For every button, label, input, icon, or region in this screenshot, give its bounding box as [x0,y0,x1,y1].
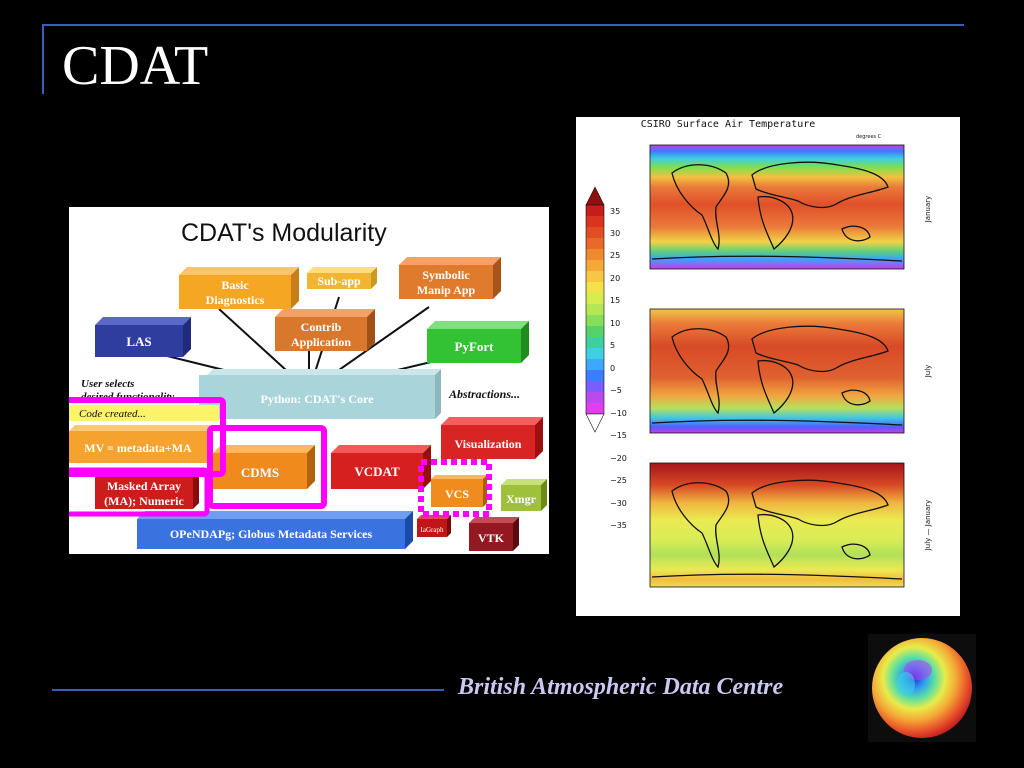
highlight-masked [69,467,210,517]
code-created-label: Code created... [79,408,146,420]
iagraph-label: IaGraph [421,526,444,534]
masked-array-box: Masked Array (MA); Numeric [95,471,199,509]
xmgr-box: Xmgr [501,479,547,511]
panel-label-january: January [924,196,932,224]
las-box: LAS [95,317,191,357]
globe-logo [868,634,976,742]
sub-app-box: Sub-app [307,267,377,289]
magenta-highlights [69,397,492,517]
vcdat-box: VCDAT [331,445,431,489]
symbolic-manip-box: Symbolic Manip App [399,257,501,299]
left-rule [42,26,44,94]
vtk-box: VTK [469,517,519,551]
colorbar-tick: 15 [610,296,620,305]
colorbar-tick: −35 [610,521,627,530]
panel-label-july: July [924,365,932,379]
colorbar-tick: 10 [610,319,620,328]
modularity-diagram: CDAT's Modularity Python: CDAT's Core Ba… [69,207,549,554]
vcs-label: VCS [445,487,469,501]
colorbar-tick: −10 [610,409,627,418]
mv-box: MV = metadata+MA [69,425,213,463]
highlight-cdms [207,425,327,509]
panel-label-difference: July — January [924,500,932,552]
contrib-box: Contrib Application [275,309,375,351]
visualization-label: Visualization [455,437,522,451]
colorbar-tick: 5 [610,341,615,350]
map-panel-july-minus-january [649,462,905,588]
colorbar-tick: 25 [610,251,620,260]
diagram-title: CDAT's Modularity [181,219,387,247]
masked-line1: Masked Array [107,479,181,493]
symbolic-line1: Symbolic [422,268,470,282]
colorbar-tick: −25 [610,476,627,485]
colorbar-tick: −15 [610,431,627,440]
vcdat-label: VCDAT [354,464,400,479]
map-unit: degrees C [856,134,882,140]
vtk-label: VTK [478,531,505,545]
opendap-label: OPeNDAPg; Globus Metadata Services [170,527,373,541]
vcs-box: VCS [431,475,487,507]
core-box: Python: CDAT's Core [199,369,441,419]
highlight-vcs [418,459,492,517]
map-panel-july [649,308,905,434]
opendap-box: OPeNDAPg; Globus Metadata Services [137,511,413,549]
basic-diagnostics-line2: Diagnostics [206,293,265,307]
pyfort-label: PyFort [455,339,495,354]
sub-app-label: Sub-app [317,274,361,288]
colorbar-tick: −20 [610,454,627,463]
xmgr-label: Xmgr [506,492,537,506]
slide-title: CDAT [62,35,209,97]
colorbar-tick: 20 [610,274,620,283]
top-rule [42,24,964,26]
basic-diagnostics-box: Basic Diagnostics [179,267,299,309]
abstractions-label: Abstractions... [448,387,520,401]
code-created-bar [69,405,219,421]
visualization-box: Visualization [441,417,543,459]
masked-line2: (MA); Numeric [104,494,184,508]
mv-label: MV = metadata+MA [84,441,192,455]
iagraph-box: IaGraph [417,515,451,537]
bottom-rule [52,689,444,691]
user-selects-line1: User selects [81,378,134,390]
symbolic-line2: Manip App [417,283,476,297]
cdms-label: CDMS [241,465,279,480]
core-label: Python: CDAT's Core [261,392,375,406]
pyfort-box: PyFort [427,321,529,363]
contrib-line2: Application [291,335,351,349]
map-title: CSIRO Surface Air Temperature [641,119,816,130]
map-panel-january [649,144,905,270]
cdms-box: CDMS [213,445,315,489]
temperature-map-figure: CSIRO Surface Air Temperature degrees C … [576,117,960,616]
colorbar-tick: 35 [610,207,620,216]
colorbar-ticks: 35 30 25 20 15 10 5 0 −5 −10 −15 −20 −25… [610,207,627,530]
las-label: LAS [126,334,151,349]
basic-diagnostics-line1: Basic [221,278,249,292]
highlight-mv [69,397,226,477]
colorbar-tick: 30 [610,229,620,238]
colorbar-tick: −5 [610,386,622,395]
colorbar-tick: 0 [610,364,615,373]
footer-text: British Atmospheric Data Centre [458,674,784,700]
colorbar-tick: −30 [610,499,627,508]
colorbar [585,186,605,433]
contrib-line1: Contrib [301,320,342,334]
